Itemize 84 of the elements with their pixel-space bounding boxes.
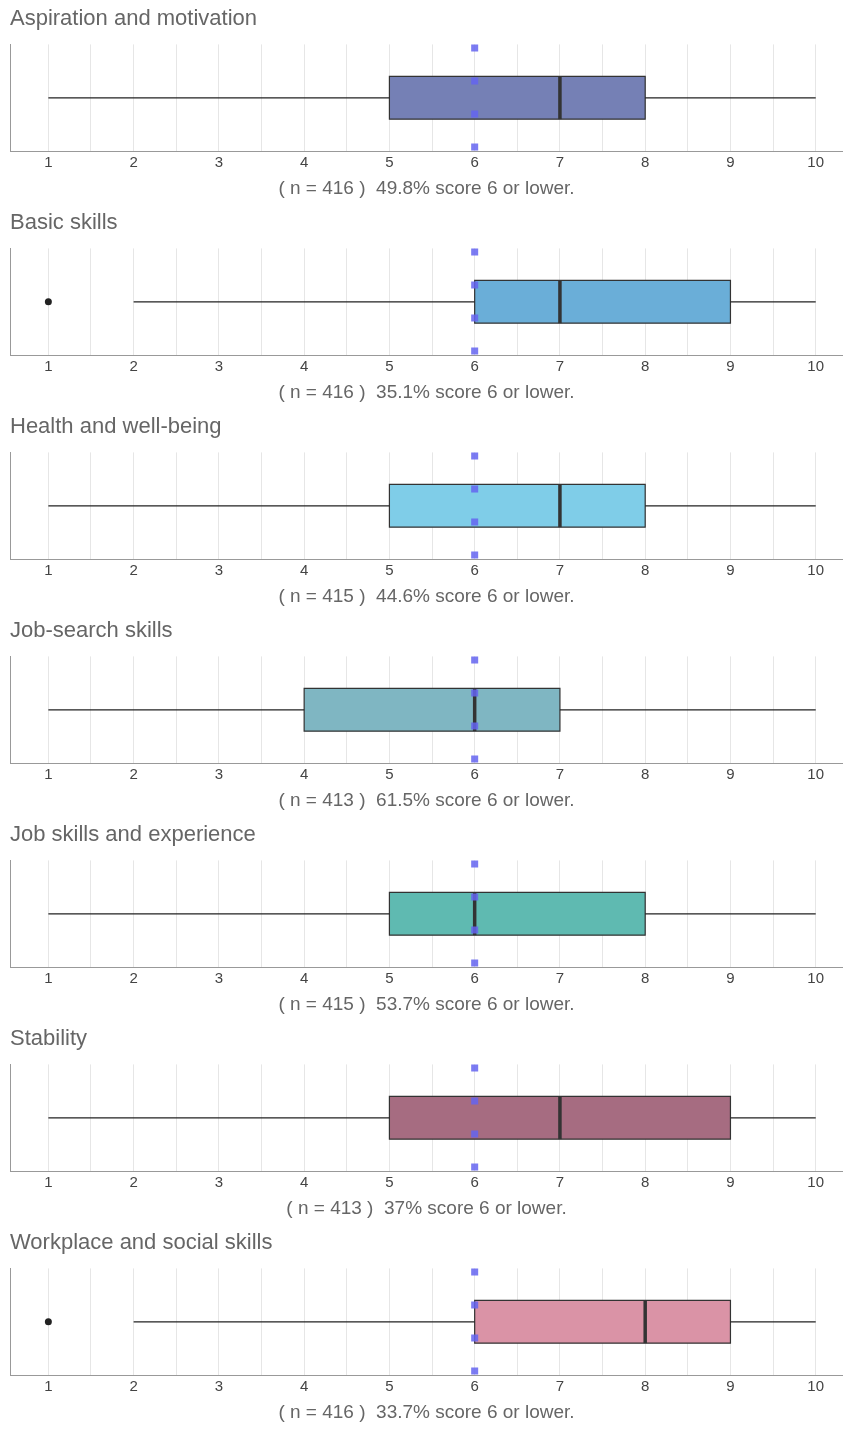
x-tick-label: 2 [129, 357, 138, 375]
x-tick-label: 10 [807, 357, 825, 375]
x-tick-label: 9 [726, 1173, 735, 1191]
x-tick-label: 6 [470, 153, 479, 171]
x-tick-label: 1 [44, 969, 53, 987]
x-tick-label: 7 [555, 1377, 565, 1395]
x-tick-label: 7 [555, 969, 565, 987]
x-tick-label: 10 [807, 765, 825, 783]
x-tick-label: 4 [299, 561, 309, 579]
x-tick-label: 4 [299, 969, 309, 987]
x-tick-label: 9 [726, 969, 735, 987]
x-tick-label: 9 [726, 561, 735, 579]
chart-title: Aspiration and motivation [10, 5, 258, 31]
x-tick-label: 4 [299, 765, 309, 783]
x-tick-label: 9 [726, 357, 735, 375]
x-tick-label: 2 [129, 1173, 138, 1191]
x-tick-label: 7 [555, 357, 565, 375]
x-tick-label: 4 [299, 153, 309, 171]
x-tick-label: 10 [807, 1173, 825, 1191]
x-tick-label: 4 [299, 1377, 309, 1395]
x-tick-label: 4 [299, 1173, 309, 1191]
chart-title: Workplace and social skills [10, 1229, 273, 1255]
chart-title: Job skills and experience [10, 821, 256, 847]
x-tick-label: 8 [641, 969, 650, 987]
x-tick-label: 5 [385, 561, 394, 579]
x-tick-label: 3 [214, 153, 224, 171]
x-tick-label: 7 [555, 153, 565, 171]
x-tick-label: 8 [641, 153, 650, 171]
x-tick-label: 6 [470, 1377, 479, 1395]
x-axis-title: ( n = 416 ) 49.8% score 6 or lower. [278, 176, 575, 198]
x-tick-label: 10 [807, 969, 825, 987]
x-tick-label: 2 [129, 969, 138, 987]
x-tick-label: 7 [555, 561, 565, 579]
x-tick-label: 5 [385, 969, 394, 987]
x-axis-title: ( n = 415 ) 44.6% score 6 or lower. [278, 584, 575, 606]
chart-title: Stability [10, 1025, 88, 1051]
x-axis-title: ( n = 416 ) 35.1% score 6 or lower. [278, 380, 575, 402]
x-tick-label: 1 [44, 1377, 53, 1395]
x-tick-label: 1 [44, 561, 53, 579]
x-tick-label: 1 [44, 765, 53, 783]
x-tick-label: 8 [641, 1377, 650, 1395]
x-tick-label: 9 [726, 765, 735, 783]
x-tick-label: 8 [641, 765, 650, 783]
x-tick-label: 3 [214, 1173, 224, 1191]
x-tick-label: 7 [555, 765, 565, 783]
x-tick-label: 5 [385, 153, 394, 171]
chart-title: Job-search skills [10, 617, 173, 643]
x-tick-label: 1 [44, 1173, 53, 1191]
x-tick-label: 5 [385, 357, 394, 375]
chart-title: Health and well-being [10, 413, 222, 439]
x-tick-label: 3 [214, 1377, 224, 1395]
x-tick-label: 2 [129, 153, 138, 171]
x-tick-label: 6 [470, 1173, 479, 1191]
x-axis-title: ( n = 413 ) 61.5% score 6 or lower. [278, 788, 575, 810]
x-axis-title: ( n = 416 ) 33.7% score 6 or lower. [278, 1400, 575, 1422]
x-tick-label: 10 [807, 561, 825, 579]
x-tick-label: 9 [726, 1377, 735, 1395]
x-tick-label: 6 [470, 969, 479, 987]
x-tick-label: 9 [726, 153, 735, 171]
x-tick-label: 3 [214, 969, 224, 987]
x-axis-title: ( n = 415 ) 53.7% score 6 or lower. [278, 992, 575, 1014]
x-tick-label: 2 [129, 765, 138, 783]
x-tick-label: 8 [641, 357, 650, 375]
x-tick-label: 8 [641, 561, 650, 579]
x-tick-label: 6 [470, 357, 479, 375]
x-tick-label: 6 [470, 765, 479, 783]
x-axis-title: ( n = 413 ) 37% score 6 or lower. [286, 1196, 567, 1218]
x-tick-label: 2 [129, 561, 138, 579]
x-tick-label: 7 [555, 1173, 565, 1191]
x-tick-label: 3 [214, 765, 224, 783]
x-tick-label: 1 [44, 153, 53, 171]
chart-title: Basic skills [10, 209, 118, 235]
x-tick-label: 3 [214, 357, 224, 375]
x-tick-label: 1 [44, 357, 53, 375]
x-tick-label: 5 [385, 1377, 394, 1395]
x-tick-label: 8 [641, 1173, 650, 1191]
x-tick-label: 10 [807, 1377, 825, 1395]
x-tick-label: 10 [807, 153, 825, 171]
x-tick-label: 3 [214, 561, 224, 579]
x-tick-label: 6 [470, 561, 479, 579]
x-tick-label: 5 [385, 765, 394, 783]
x-tick-label: 4 [299, 357, 309, 375]
x-tick-label: 2 [129, 1377, 138, 1395]
x-tick-label: 5 [385, 1173, 394, 1191]
